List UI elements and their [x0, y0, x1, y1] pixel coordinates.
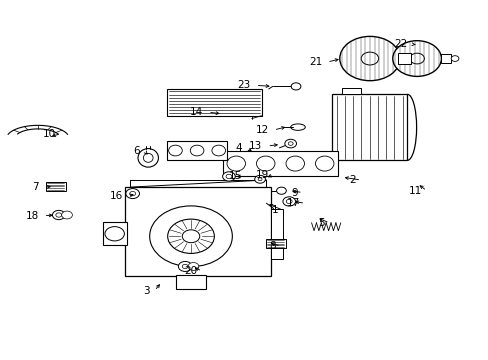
Circle shape — [178, 261, 192, 271]
Circle shape — [392, 41, 441, 76]
Text: 3: 3 — [143, 286, 149, 296]
Text: 15: 15 — [228, 171, 242, 181]
Ellipse shape — [138, 149, 158, 167]
Bar — [271, 210, 283, 258]
Text: 14: 14 — [189, 107, 203, 117]
Circle shape — [286, 199, 291, 203]
Text: 7: 7 — [32, 182, 39, 192]
Ellipse shape — [256, 156, 274, 171]
Circle shape — [290, 83, 300, 90]
Bar — [266, 239, 285, 248]
Text: 6: 6 — [133, 147, 140, 157]
Circle shape — [258, 178, 262, 181]
Circle shape — [125, 189, 139, 199]
Text: 16: 16 — [109, 191, 122, 201]
Bar — [166, 141, 227, 160]
Bar — [222, 151, 338, 176]
Text: 13: 13 — [249, 141, 262, 151]
Ellipse shape — [285, 156, 304, 171]
Circle shape — [254, 175, 265, 183]
Circle shape — [129, 192, 135, 196]
Text: 20: 20 — [184, 266, 197, 276]
Circle shape — [285, 139, 296, 148]
Text: 18: 18 — [25, 211, 39, 221]
Circle shape — [52, 210, 65, 220]
Bar — [46, 182, 65, 191]
Text: 2: 2 — [349, 175, 356, 185]
Circle shape — [450, 56, 458, 62]
Circle shape — [182, 264, 188, 269]
Text: 1: 1 — [271, 205, 278, 215]
Circle shape — [409, 53, 424, 64]
Circle shape — [61, 211, 72, 219]
Text: 23: 23 — [237, 80, 250, 90]
Circle shape — [149, 206, 232, 267]
Ellipse shape — [143, 153, 153, 162]
Circle shape — [182, 230, 200, 243]
Circle shape — [56, 213, 61, 217]
Bar — [166, 89, 261, 116]
Circle shape — [105, 226, 124, 241]
Ellipse shape — [315, 156, 333, 171]
Ellipse shape — [190, 145, 203, 156]
Bar — [103, 222, 126, 245]
Bar — [397, 53, 410, 64]
Bar — [331, 94, 407, 160]
Circle shape — [361, 52, 378, 65]
Text: 22: 22 — [393, 39, 407, 49]
Circle shape — [167, 219, 214, 253]
Text: 5: 5 — [318, 218, 324, 228]
Text: 10: 10 — [43, 129, 56, 139]
Circle shape — [283, 197, 295, 206]
Bar — [176, 275, 205, 289]
Circle shape — [225, 174, 231, 179]
Circle shape — [276, 187, 286, 194]
Bar — [441, 54, 450, 63]
Bar — [125, 187, 271, 276]
Text: 21: 21 — [308, 57, 322, 67]
Circle shape — [339, 36, 399, 81]
Circle shape — [188, 262, 199, 270]
Text: 9: 9 — [291, 188, 297, 198]
Text: 8: 8 — [269, 241, 276, 251]
Ellipse shape — [226, 156, 245, 171]
Circle shape — [222, 172, 235, 181]
Text: 19: 19 — [255, 170, 268, 180]
Ellipse shape — [290, 124, 305, 130]
Text: 11: 11 — [408, 186, 421, 196]
Text: 12: 12 — [255, 125, 268, 135]
Text: 4: 4 — [235, 143, 242, 153]
Ellipse shape — [211, 145, 225, 156]
Bar — [341, 88, 361, 94]
Text: 17: 17 — [286, 198, 300, 208]
Circle shape — [287, 142, 292, 145]
Ellipse shape — [168, 145, 182, 156]
